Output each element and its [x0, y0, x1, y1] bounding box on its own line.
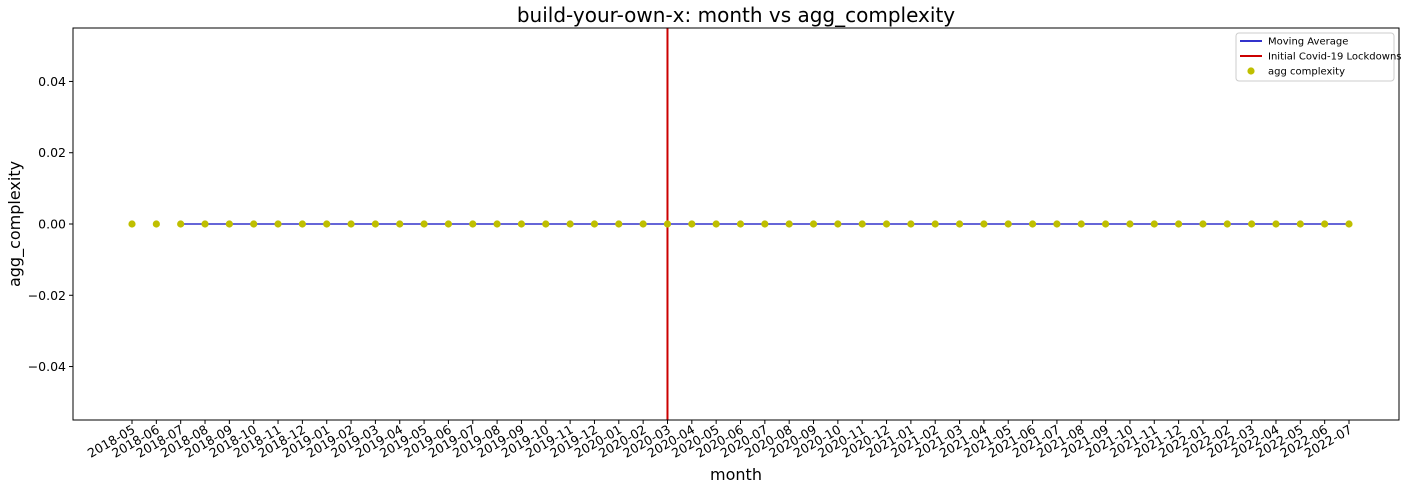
- plot-marks: [128, 28, 1353, 420]
- y-tick-label: −0.04: [28, 359, 66, 374]
- scatter-point: [663, 220, 672, 228]
- chart-title: build-your-own-x: month vs agg_complexit…: [517, 3, 955, 27]
- scatter-point: [858, 220, 866, 228]
- scatter-point: [347, 220, 355, 228]
- scatter-point: [980, 220, 988, 228]
- scatter-point: [444, 220, 453, 228]
- scatter-point: [517, 220, 526, 228]
- legend-marker: [1247, 67, 1255, 75]
- legend-label: Moving Average: [1268, 37, 1348, 48]
- scatter-point: [615, 220, 623, 228]
- scatter-point: [590, 220, 599, 228]
- scatter-point: [1126, 220, 1134, 228]
- scatter-point: [1004, 220, 1012, 228]
- scatter-point: [1321, 220, 1329, 228]
- scatter-point: [1248, 220, 1256, 228]
- y-axis-ticks: −0.04 −0.02 0.00 0.02 0.04: [28, 74, 73, 374]
- y-tick-label: 0.02: [38, 145, 66, 160]
- scatter-point: [201, 220, 209, 228]
- legend-box: [1235, 32, 1395, 82]
- scatter-point: [152, 220, 160, 228]
- x-axis-label: month: [710, 465, 762, 484]
- scatter-point: [323, 220, 331, 228]
- scatter-point: [1345, 220, 1353, 228]
- scatter-point: [396, 220, 404, 228]
- scatter-point: [955, 220, 964, 228]
- scatter-point: [736, 220, 745, 228]
- scatter-point: [298, 220, 306, 228]
- scatter-point: [1175, 220, 1183, 228]
- scatter-point: [493, 220, 501, 228]
- scatter-point: [542, 220, 550, 228]
- scatter-point: [177, 220, 185, 228]
- scatter-point: [639, 220, 647, 228]
- scatter-point: [1150, 220, 1158, 228]
- scatter-point: [809, 220, 818, 228]
- scatter-point: [371, 220, 379, 228]
- scatter-point: [128, 220, 136, 228]
- scatter-point: [931, 220, 939, 228]
- scatter-point: [907, 220, 915, 228]
- legend-label: agg complexity: [1268, 67, 1345, 78]
- scatter-point: [225, 220, 233, 228]
- scatter-point: [274, 220, 282, 228]
- scatter-point: [1272, 220, 1280, 228]
- scatter-point: [1077, 220, 1085, 228]
- scatter-point: [785, 220, 793, 228]
- scatter-point: [882, 220, 891, 228]
- y-tick-label: −0.02: [28, 288, 66, 303]
- scatter-point: [688, 220, 696, 228]
- y-axis-label: agg_complexity: [5, 161, 25, 287]
- scatter-point: [469, 220, 477, 228]
- scatter-point: [1028, 220, 1037, 228]
- scatter-point: [1296, 220, 1304, 228]
- scatter-point: [1199, 220, 1207, 228]
- scatter-point: [250, 220, 258, 228]
- scatter-point: [1102, 220, 1110, 228]
- scatter-point: [834, 220, 842, 228]
- y-tick-label: 0.00: [38, 217, 66, 232]
- legend-label: Initial Covid-19 Lockdowns: [1268, 52, 1402, 63]
- scatter-point: [1223, 220, 1231, 228]
- legend: Moving Average Initial Covid-19 Lockdowns…: [1235, 32, 1402, 82]
- scatter-point: [420, 220, 428, 228]
- scatter-point: [712, 220, 720, 228]
- scatter-point: [761, 220, 769, 228]
- scatter-point: [1053, 220, 1061, 228]
- y-tick-label: 0.04: [38, 74, 66, 89]
- scatter-point: [566, 220, 574, 228]
